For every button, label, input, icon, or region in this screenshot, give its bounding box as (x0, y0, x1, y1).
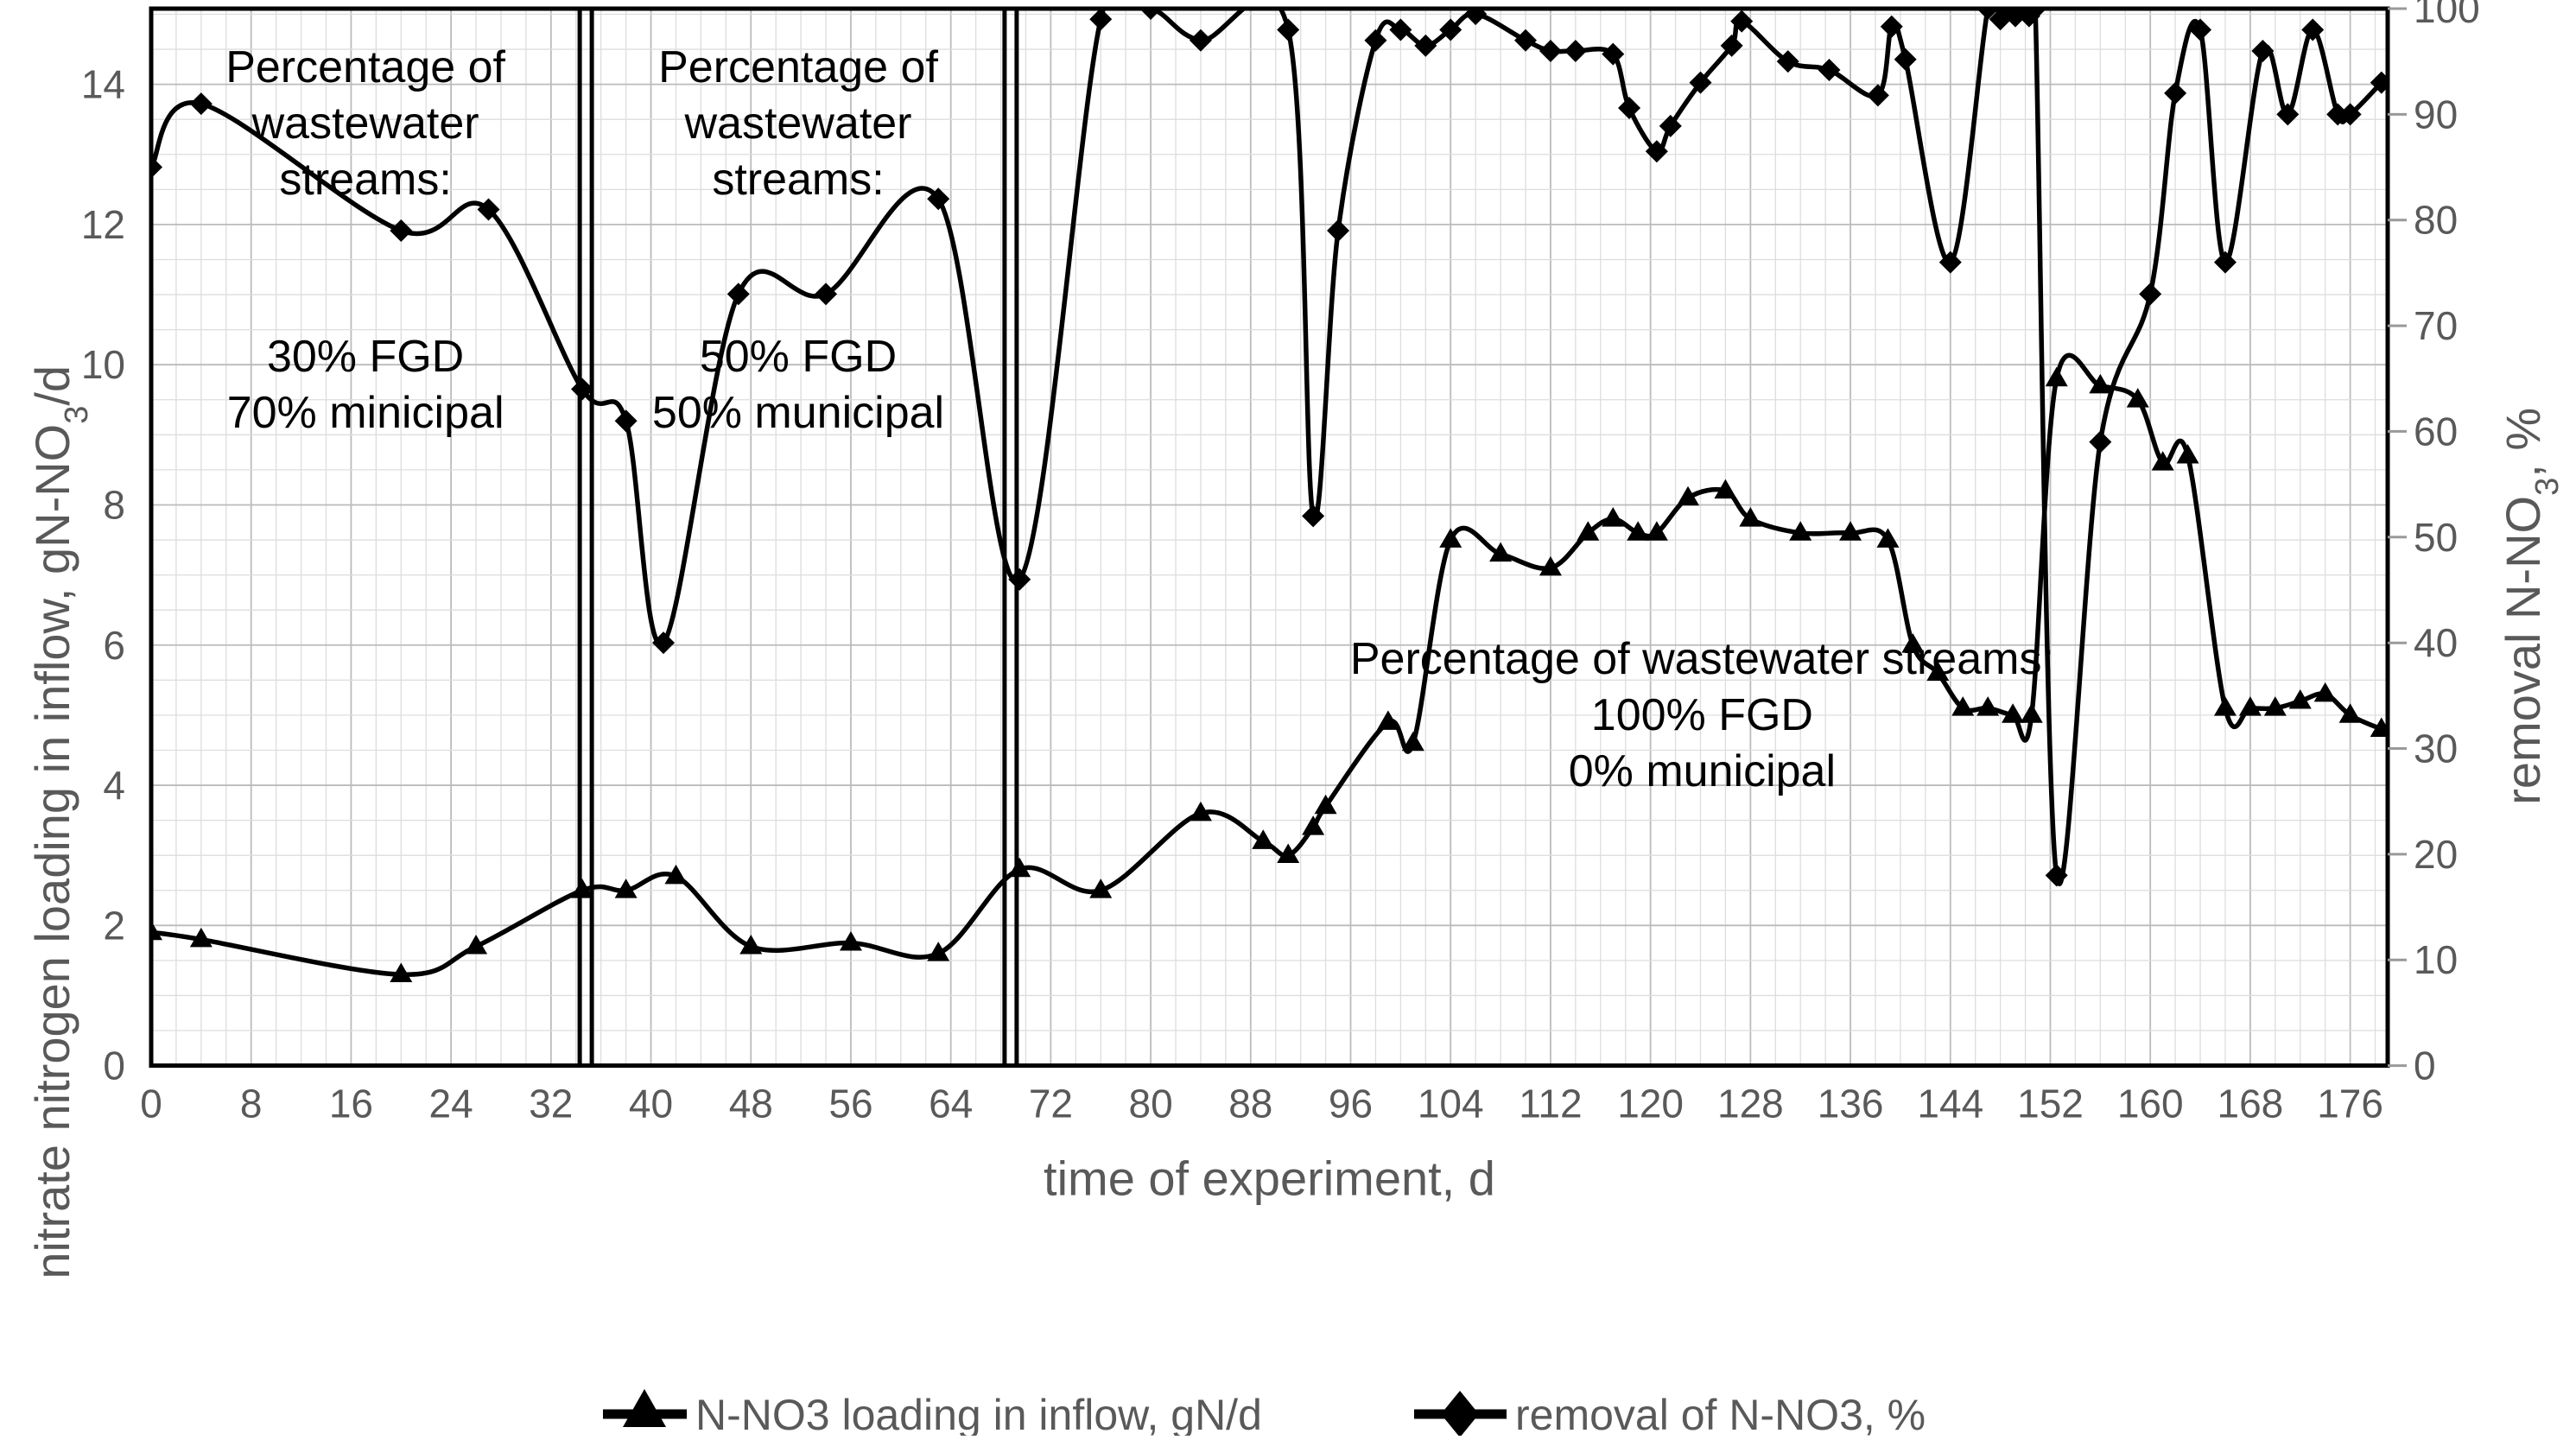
svg-text:80: 80 (2414, 198, 2458, 243)
svg-text:time of experiment, d: time of experiment, d (1044, 1151, 1495, 1206)
svg-text:14: 14 (81, 62, 125, 107)
svg-text:168: 168 (2218, 1082, 2284, 1126)
svg-text:100% FGD: 100% FGD (1591, 690, 1813, 740)
svg-text:Percentage of: Percentage of (658, 42, 938, 92)
svg-text:streams:: streams: (712, 155, 884, 205)
svg-text:60: 60 (2414, 409, 2458, 454)
svg-text:40: 40 (2414, 620, 2458, 665)
svg-text:0: 0 (140, 1082, 162, 1126)
svg-text:112: 112 (1519, 1082, 1582, 1126)
svg-text:wastewater: wastewater (684, 98, 912, 149)
svg-text:wastewater: wastewater (251, 98, 479, 149)
svg-text:136: 136 (1818, 1082, 1884, 1126)
svg-text:70: 70 (2414, 303, 2458, 348)
svg-text:2: 2 (103, 903, 125, 948)
svg-text:70% minicipal: 70% minicipal (227, 388, 504, 438)
svg-text:72: 72 (1029, 1082, 1073, 1126)
svg-text:80: 80 (1129, 1082, 1173, 1126)
svg-text:Percentage of: Percentage of (225, 42, 505, 92)
svg-text:Percentage of wastewater strea: Percentage of wastewater streams: (1350, 634, 2054, 684)
svg-text:12: 12 (81, 202, 125, 247)
svg-text:0% municipal: 0% municipal (1569, 746, 1836, 796)
svg-text:10: 10 (81, 342, 125, 387)
svg-text:120: 120 (1617, 1082, 1684, 1126)
svg-text:128: 128 (1717, 1082, 1784, 1126)
svg-text:104: 104 (1418, 1082, 1484, 1126)
svg-text:96: 96 (1329, 1082, 1373, 1126)
svg-text:48: 48 (729, 1082, 773, 1126)
svg-text:90: 90 (2414, 92, 2458, 136)
svg-text:10: 10 (2414, 937, 2458, 982)
svg-text:N-NO3 loading in inflow, gN/d: N-NO3 loading in inflow, gN/d (695, 1391, 1262, 1436)
svg-text:144: 144 (1917, 1082, 1983, 1126)
svg-text:50: 50 (2414, 515, 2458, 560)
svg-text:16: 16 (329, 1082, 373, 1126)
svg-text:6: 6 (103, 623, 125, 668)
svg-text:152: 152 (2017, 1082, 2084, 1126)
svg-text:40: 40 (629, 1082, 673, 1126)
svg-text:50% FGD: 50% FGD (700, 332, 897, 382)
svg-text:100: 100 (2414, 0, 2480, 31)
svg-text:0: 0 (103, 1044, 125, 1088)
svg-text:24: 24 (429, 1082, 473, 1126)
svg-text:removal of N-NO3, %: removal of N-NO3, % (1515, 1391, 1926, 1436)
svg-text:4: 4 (103, 763, 125, 808)
svg-text:32: 32 (529, 1082, 573, 1126)
svg-text:8: 8 (103, 483, 125, 528)
svg-text:160: 160 (2117, 1082, 2184, 1126)
svg-text:8: 8 (240, 1082, 263, 1126)
svg-text:56: 56 (828, 1082, 872, 1126)
svg-text:20: 20 (2414, 832, 2458, 877)
svg-text:50% municipal: 50% municipal (652, 388, 944, 438)
svg-text:88: 88 (1228, 1082, 1272, 1126)
svg-text:streams:: streams: (279, 155, 451, 205)
svg-text:176: 176 (2317, 1082, 2383, 1126)
svg-text:64: 64 (929, 1082, 973, 1126)
svg-text:30% FGD: 30% FGD (267, 332, 464, 382)
svg-text:0: 0 (2414, 1044, 2436, 1088)
svg-text:30: 30 (2414, 726, 2458, 771)
